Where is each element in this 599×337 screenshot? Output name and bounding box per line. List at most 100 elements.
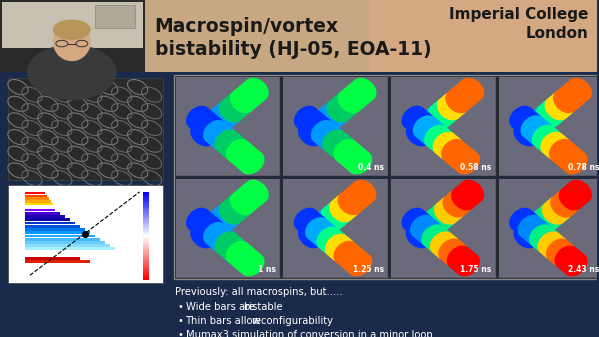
Ellipse shape bbox=[204, 213, 229, 237]
Ellipse shape bbox=[344, 250, 370, 274]
Ellipse shape bbox=[319, 229, 344, 253]
Ellipse shape bbox=[241, 80, 266, 104]
Ellipse shape bbox=[560, 148, 585, 172]
Ellipse shape bbox=[540, 234, 565, 257]
Ellipse shape bbox=[456, 182, 482, 206]
Ellipse shape bbox=[304, 220, 328, 244]
Ellipse shape bbox=[544, 97, 569, 120]
Ellipse shape bbox=[443, 194, 467, 218]
Bar bbox=[25, 192, 45, 194]
Ellipse shape bbox=[563, 151, 588, 175]
Bar bbox=[391, 179, 495, 277]
Ellipse shape bbox=[438, 136, 463, 160]
Ellipse shape bbox=[412, 118, 436, 142]
Ellipse shape bbox=[224, 196, 249, 220]
Ellipse shape bbox=[322, 129, 347, 153]
Text: 2.43 ns: 2.43 ns bbox=[568, 265, 599, 274]
Ellipse shape bbox=[224, 94, 249, 118]
Ellipse shape bbox=[437, 198, 462, 222]
Ellipse shape bbox=[308, 219, 332, 243]
Ellipse shape bbox=[412, 220, 436, 244]
Bar bbox=[25, 231, 90, 234]
Ellipse shape bbox=[328, 236, 352, 260]
Ellipse shape bbox=[417, 113, 442, 137]
Ellipse shape bbox=[555, 246, 579, 269]
Ellipse shape bbox=[316, 125, 341, 148]
Bar bbox=[498, 76, 599, 176]
Bar bbox=[143, 245, 149, 246]
Bar bbox=[143, 273, 149, 275]
Ellipse shape bbox=[305, 115, 330, 139]
Ellipse shape bbox=[342, 146, 367, 170]
Ellipse shape bbox=[318, 208, 343, 232]
Ellipse shape bbox=[561, 83, 586, 106]
Ellipse shape bbox=[332, 196, 356, 220]
Ellipse shape bbox=[207, 210, 232, 234]
Ellipse shape bbox=[326, 99, 351, 123]
Ellipse shape bbox=[311, 222, 335, 246]
Bar bbox=[0, 0, 144, 72]
Bar bbox=[143, 259, 149, 261]
Ellipse shape bbox=[352, 180, 377, 203]
Ellipse shape bbox=[334, 241, 358, 265]
Ellipse shape bbox=[352, 78, 377, 101]
Ellipse shape bbox=[320, 206, 346, 229]
Ellipse shape bbox=[219, 99, 243, 123]
Ellipse shape bbox=[235, 85, 261, 109]
Bar bbox=[282, 76, 388, 176]
Ellipse shape bbox=[443, 92, 467, 116]
Ellipse shape bbox=[544, 198, 569, 222]
Bar bbox=[143, 210, 149, 211]
Ellipse shape bbox=[556, 87, 580, 111]
Ellipse shape bbox=[546, 239, 571, 262]
Ellipse shape bbox=[556, 189, 580, 213]
Ellipse shape bbox=[211, 229, 236, 253]
Bar bbox=[143, 223, 149, 225]
Ellipse shape bbox=[339, 246, 364, 269]
Bar bbox=[143, 229, 149, 231]
Ellipse shape bbox=[537, 129, 562, 153]
Ellipse shape bbox=[413, 217, 437, 241]
Ellipse shape bbox=[336, 243, 361, 267]
Ellipse shape bbox=[427, 127, 452, 151]
Ellipse shape bbox=[199, 218, 223, 241]
Ellipse shape bbox=[313, 122, 338, 146]
Ellipse shape bbox=[315, 109, 340, 132]
Ellipse shape bbox=[437, 97, 462, 120]
Ellipse shape bbox=[213, 104, 238, 127]
Ellipse shape bbox=[561, 184, 586, 208]
Ellipse shape bbox=[409, 120, 433, 144]
Ellipse shape bbox=[522, 116, 547, 139]
Ellipse shape bbox=[204, 111, 229, 134]
Ellipse shape bbox=[340, 189, 365, 213]
Ellipse shape bbox=[536, 206, 561, 229]
Ellipse shape bbox=[210, 106, 235, 130]
Ellipse shape bbox=[301, 120, 326, 144]
Ellipse shape bbox=[329, 198, 354, 222]
Bar bbox=[25, 235, 95, 237]
Ellipse shape bbox=[410, 215, 435, 239]
Ellipse shape bbox=[343, 187, 368, 211]
Ellipse shape bbox=[197, 217, 222, 241]
Bar bbox=[143, 213, 149, 215]
Ellipse shape bbox=[325, 132, 350, 155]
Ellipse shape bbox=[438, 239, 463, 262]
Ellipse shape bbox=[444, 243, 468, 267]
Text: 1 ns: 1 ns bbox=[258, 265, 276, 274]
Text: Wide bars are: Wide bars are bbox=[186, 302, 258, 312]
Ellipse shape bbox=[232, 87, 258, 111]
Ellipse shape bbox=[539, 203, 564, 227]
Ellipse shape bbox=[521, 217, 545, 241]
Text: 0.58 ns: 0.58 ns bbox=[461, 163, 492, 173]
Ellipse shape bbox=[529, 224, 553, 248]
Ellipse shape bbox=[552, 243, 576, 267]
Ellipse shape bbox=[302, 215, 327, 239]
Ellipse shape bbox=[195, 215, 219, 239]
Ellipse shape bbox=[447, 246, 471, 269]
Ellipse shape bbox=[319, 127, 344, 151]
Bar bbox=[282, 178, 388, 278]
Ellipse shape bbox=[206, 224, 231, 248]
Ellipse shape bbox=[553, 90, 578, 113]
Ellipse shape bbox=[323, 101, 348, 125]
Ellipse shape bbox=[220, 134, 245, 158]
